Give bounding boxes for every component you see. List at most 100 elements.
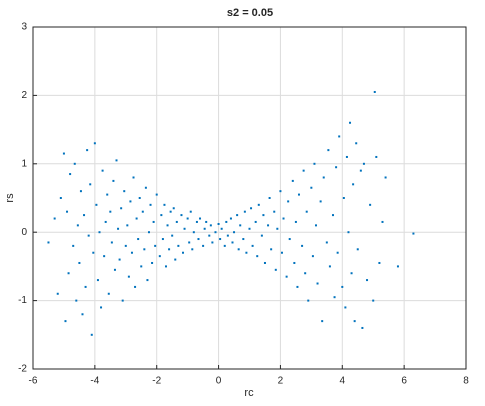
point	[76, 224, 79, 227]
point	[223, 244, 226, 247]
point	[328, 265, 331, 268]
point	[229, 217, 232, 220]
point	[106, 193, 109, 196]
point	[143, 248, 146, 251]
point	[217, 222, 220, 225]
point	[384, 176, 387, 179]
point	[175, 220, 178, 223]
point	[381, 220, 384, 223]
x-tick-label: -4	[90, 376, 99, 387]
point	[355, 142, 358, 145]
point	[197, 238, 200, 241]
x-tick-label: 6	[401, 376, 407, 387]
point	[72, 244, 75, 247]
point	[270, 248, 273, 251]
point	[304, 272, 307, 275]
point	[123, 190, 126, 193]
y-tick-label: 0	[21, 227, 27, 238]
point	[141, 210, 144, 213]
point	[103, 255, 106, 258]
point	[257, 203, 260, 206]
point	[233, 231, 236, 234]
point	[62, 152, 65, 155]
point	[287, 200, 290, 203]
point	[115, 159, 118, 162]
point	[319, 200, 322, 203]
point	[140, 265, 143, 268]
point	[90, 333, 93, 336]
point	[169, 210, 172, 213]
point	[254, 220, 257, 223]
point	[87, 234, 90, 237]
point	[333, 296, 336, 299]
x-tick-label: 0	[216, 376, 222, 387]
point	[250, 207, 253, 210]
point	[344, 306, 347, 309]
x-tick-label: 8	[463, 376, 469, 387]
point	[347, 231, 350, 234]
point	[78, 261, 81, 264]
point	[168, 248, 171, 251]
point	[236, 214, 239, 217]
point	[129, 200, 132, 203]
point	[177, 244, 180, 247]
point	[160, 214, 163, 217]
point	[98, 231, 101, 234]
point	[412, 232, 415, 235]
point	[375, 155, 378, 158]
point	[245, 251, 248, 254]
point	[112, 179, 115, 182]
point	[325, 241, 328, 244]
point	[316, 282, 319, 285]
y-tick-label: 1	[21, 158, 27, 169]
point	[220, 227, 223, 230]
point	[126, 224, 129, 227]
point	[335, 166, 338, 169]
point	[274, 268, 277, 271]
point	[164, 265, 167, 268]
point	[361, 326, 364, 329]
point	[163, 203, 166, 206]
point	[152, 220, 155, 223]
point	[214, 231, 217, 234]
point	[280, 251, 283, 254]
chart-title: s2 = 0.05	[227, 7, 273, 19]
point	[211, 241, 214, 244]
point	[135, 217, 138, 220]
point	[92, 251, 95, 254]
point	[81, 313, 84, 316]
point	[66, 210, 69, 213]
point	[84, 285, 87, 288]
point	[288, 238, 291, 241]
point	[130, 251, 133, 254]
point	[107, 292, 110, 295]
point	[242, 238, 245, 241]
point	[243, 210, 246, 213]
point	[322, 176, 325, 179]
point	[311, 255, 314, 258]
point	[144, 186, 147, 189]
point	[273, 210, 276, 213]
point	[296, 285, 299, 288]
point	[226, 234, 229, 237]
point	[302, 169, 305, 172]
point	[137, 238, 140, 241]
point	[248, 227, 251, 230]
point	[186, 217, 189, 220]
point	[353, 320, 356, 323]
point	[89, 183, 92, 186]
point	[256, 255, 259, 258]
point	[231, 241, 234, 244]
point	[79, 190, 82, 193]
point	[219, 238, 222, 241]
point	[342, 197, 345, 199]
point	[132, 176, 135, 179]
point	[117, 227, 120, 230]
point	[313, 162, 316, 165]
plot-frame	[32, 26, 467, 370]
point	[251, 244, 254, 247]
point	[350, 272, 353, 275]
x-tick-label: -2	[152, 376, 161, 387]
point	[146, 279, 149, 282]
